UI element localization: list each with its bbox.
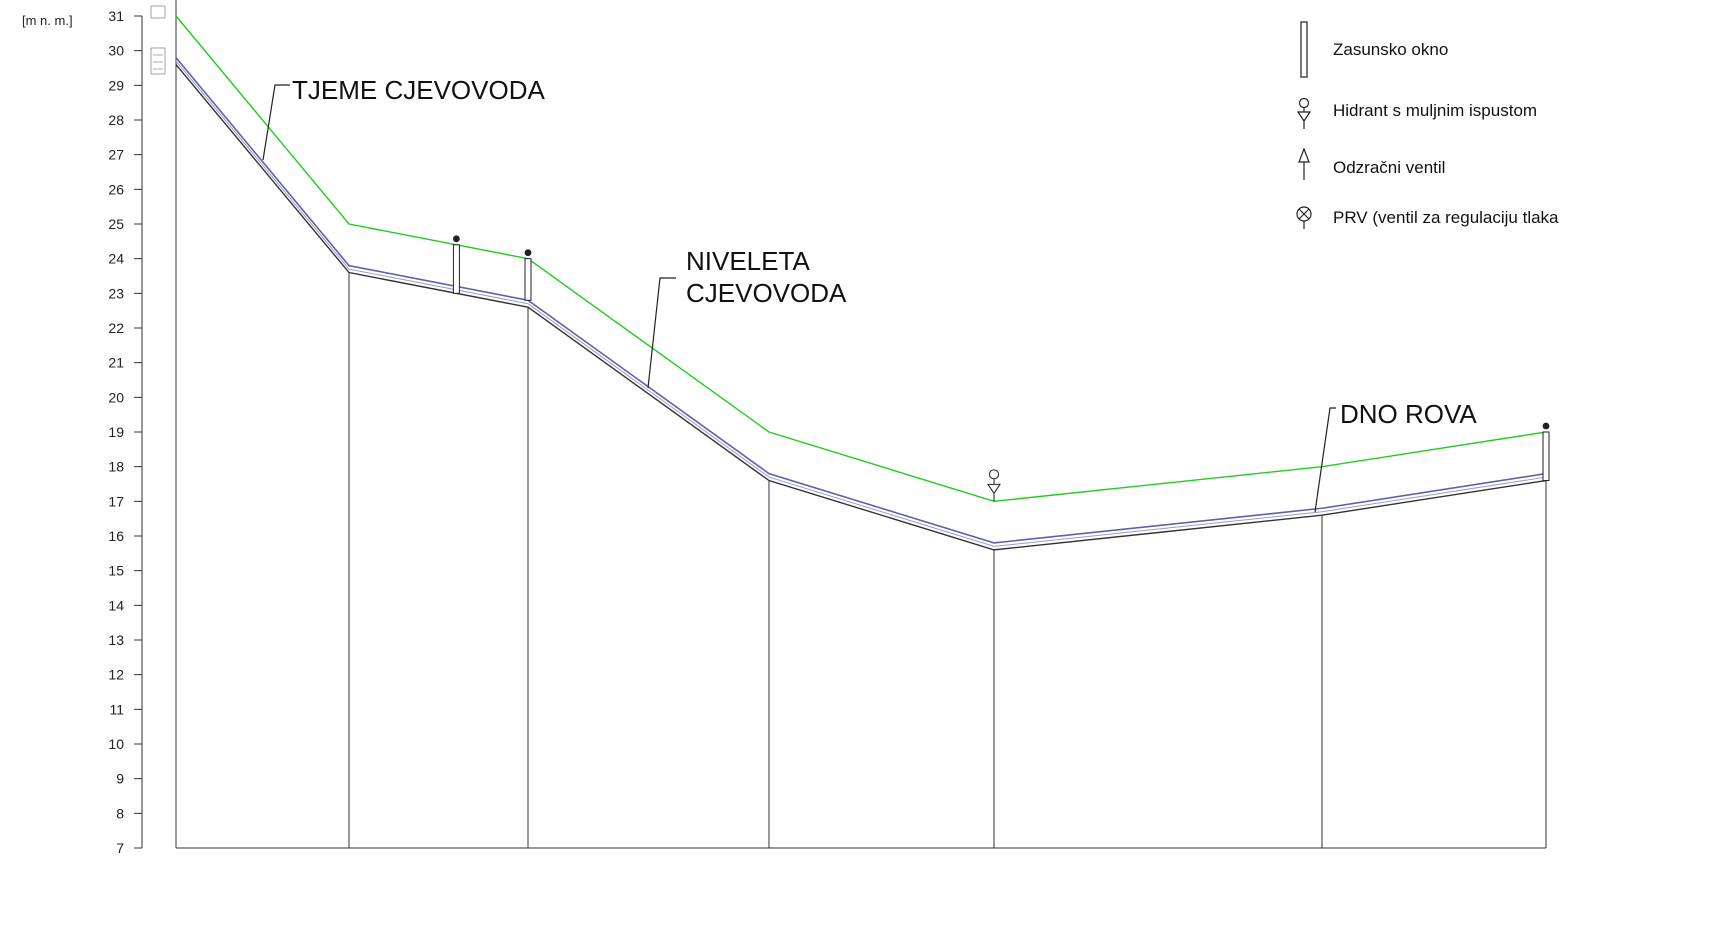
y-tick-label: 31 bbox=[108, 8, 124, 24]
profile-lines bbox=[175, 15, 1547, 551]
y-tick-label: 24 bbox=[108, 251, 124, 267]
callout-tjeme-text: TJEME CJEVOVODA bbox=[292, 75, 545, 105]
hidrant-icon bbox=[1296, 97, 1312, 129]
y-tick-label: 26 bbox=[108, 181, 124, 197]
odzracni-ventil-icon bbox=[1298, 147, 1310, 180]
legend-item-prv: PRV (ventil za regulaciju tlaka bbox=[1296, 206, 1559, 229]
dno-rova-line bbox=[175, 64, 1547, 551]
y-tick-label: 29 bbox=[108, 77, 124, 93]
y-tick-label: 9 bbox=[116, 771, 124, 787]
legend-label-prv: PRV (ventil za regulaciju tlaka bbox=[1333, 208, 1559, 227]
y-tick-label: 15 bbox=[108, 563, 124, 579]
callout-tjeme: TJEME CJEVOVODA bbox=[262, 75, 545, 161]
y-tick-label: 14 bbox=[108, 597, 124, 613]
zasunsko-okno-icon bbox=[1542, 422, 1550, 482]
y-tick-label: 23 bbox=[108, 285, 124, 301]
axis-unit-label: [m n. m.] bbox=[22, 13, 73, 28]
y-axis: 7 8 9 10 11 12 13 14 15 16 17 18 19 20 21 22 23 24 25 26 27 2… bbox=[108, 8, 143, 856]
y-tick-label: 20 bbox=[108, 389, 124, 405]
callout-niveleta: NIVELETA CJEVOVODA bbox=[647, 246, 847, 389]
prv-icon bbox=[1296, 206, 1312, 229]
y-tick-label: 18 bbox=[108, 459, 124, 475]
hidrant-icon bbox=[987, 469, 1001, 502]
y-tick-label: 11 bbox=[109, 701, 124, 717]
legend-label-odzracni-ventil: Odzračni ventil bbox=[1333, 158, 1445, 177]
y-tick-label: 27 bbox=[108, 147, 124, 163]
y-tick-label: 21 bbox=[108, 355, 124, 371]
start-symbols bbox=[150, 5, 166, 75]
y-tick-label: 16 bbox=[108, 528, 124, 544]
niveleta-cjevovoda-inner-line bbox=[175, 60, 1547, 547]
valve-symbols bbox=[452, 235, 1550, 502]
legend-item-zasunsko-okno: Zasunsko okno bbox=[1300, 21, 1448, 78]
y-tick-label: 8 bbox=[116, 805, 124, 821]
y-tick-label: 13 bbox=[108, 632, 124, 648]
callout-dno: DNO ROVA bbox=[1314, 399, 1477, 513]
legend-item-hidrant: Hidrant s muljnim ispustom bbox=[1296, 97, 1537, 129]
callout-niveleta-line1: NIVELETA bbox=[686, 246, 810, 276]
y-tick-label: 22 bbox=[108, 320, 124, 336]
y-tick-label: 25 bbox=[108, 216, 124, 232]
station-lines bbox=[175, 0, 1547, 849]
y-tick-label: 30 bbox=[108, 43, 124, 59]
zasunsko-okno-icon bbox=[452, 235, 460, 294]
y-tick-label: 19 bbox=[108, 424, 124, 440]
legend-item-odzracni-ventil: Odzračni ventil bbox=[1298, 147, 1445, 180]
y-tick-label: 17 bbox=[108, 493, 124, 509]
callout-dno-text: DNO ROVA bbox=[1340, 399, 1477, 429]
y-tick-label: 7 bbox=[116, 840, 124, 856]
niveleta-cjevovoda-line bbox=[175, 57, 1547, 544]
legend-label-zasunsko-okno: Zasunsko okno bbox=[1333, 40, 1448, 59]
zasunsko-okno-icon bbox=[524, 249, 532, 301]
callout-niveleta-line2: CJEVOVODA bbox=[686, 278, 847, 308]
legend: Zasunsko okno Hidrant s muljnim ispustom… bbox=[1296, 21, 1559, 229]
y-tick-label: 10 bbox=[108, 736, 124, 752]
y-tick-label: 28 bbox=[108, 112, 124, 128]
legend-label-hidrant: Hidrant s muljnim ispustom bbox=[1333, 101, 1537, 120]
zasunsko-okno-icon bbox=[1300, 21, 1308, 78]
y-tick-label: 12 bbox=[108, 667, 124, 683]
